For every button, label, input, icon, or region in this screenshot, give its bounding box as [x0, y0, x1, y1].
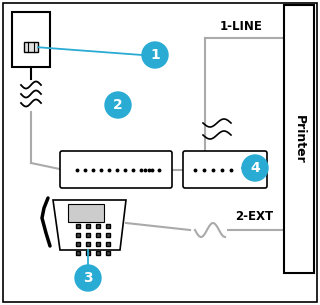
Text: 1-LINE: 1-LINE [220, 20, 263, 33]
Circle shape [242, 155, 268, 181]
Bar [24, 42, 38, 52]
Text: Printer: Printer [292, 115, 306, 163]
FancyBboxPatch shape [60, 151, 172, 188]
Bar [68, 204, 104, 222]
Text: 3: 3 [83, 271, 93, 285]
Circle shape [75, 265, 101, 291]
Circle shape [142, 42, 168, 68]
Text: 2-EXT: 2-EXT [235, 210, 273, 223]
Bar [12, 12, 50, 67]
Circle shape [105, 92, 131, 118]
FancyBboxPatch shape [183, 151, 267, 188]
Polygon shape [53, 200, 126, 250]
Text: 1: 1 [150, 48, 160, 62]
Bar [284, 5, 314, 273]
Text: 4: 4 [250, 161, 260, 175]
Text: 2: 2 [113, 98, 123, 112]
